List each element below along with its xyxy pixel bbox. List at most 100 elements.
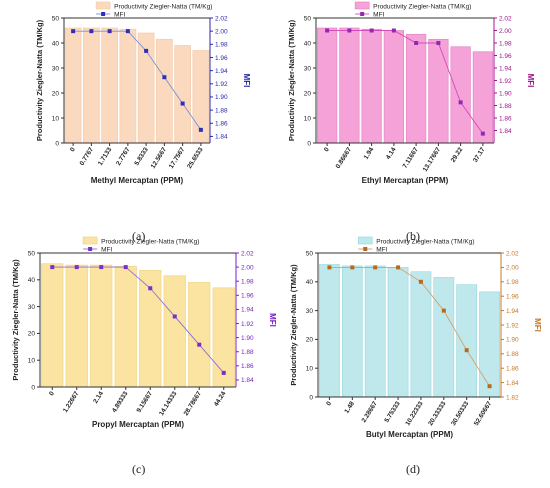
x-tick-label-6: 30.50333 — [450, 400, 471, 427]
left-tick-label-1: 10 — [306, 366, 314, 373]
right-tick-label-1: 1.86 — [241, 363, 254, 370]
mfi-point-4 — [418, 279, 423, 284]
y-axis-title: Productivity Ziegler-Natta (TM/Kg) — [35, 19, 44, 141]
bar-2 — [364, 265, 386, 398]
mfi-point-5 — [436, 41, 441, 45]
mfi-point-2 — [107, 29, 112, 34]
right-tick-label-10: 2.02 — [506, 250, 519, 257]
left-tick-label-3: 30 — [28, 304, 36, 311]
right-tick-label-1: 1.86 — [499, 115, 512, 122]
mfi-point-5 — [441, 308, 446, 313]
mfi-point-3 — [391, 28, 396, 33]
mfi-point-7 — [198, 127, 203, 132]
right-tick-label-6: 1.96 — [499, 53, 512, 60]
mfi-point-1 — [350, 265, 355, 270]
left-tick-label-2: 20 — [306, 337, 314, 344]
x-axis-title: Butyl Mercaptan (PPM) — [366, 430, 453, 439]
left-tick-label-2: 20 — [52, 90, 60, 97]
mfi-point-4 — [414, 41, 419, 45]
mfi-point-0 — [325, 28, 330, 33]
mfi-line — [73, 30, 202, 131]
mfi-point-6 — [180, 101, 185, 106]
legend-line-marker — [360, 12, 365, 16]
mfi-point-7 — [480, 131, 485, 136]
x-tick-label-2: 2.28667 — [360, 400, 379, 424]
right-tick-label-4: 1.92 — [241, 321, 254, 328]
right-tick-label-9: 2.02 — [215, 15, 228, 22]
mfi-point-6 — [197, 342, 202, 347]
right-tick-label-6: 1.94 — [506, 308, 519, 315]
x-tick-label-7: 52.60667 — [473, 400, 494, 427]
x-axis-title: Ethyl Mercaptan (PPM) — [362, 176, 449, 185]
y2-axis-title: MFI — [268, 313, 277, 327]
right-tick-label-2: 1.86 — [506, 366, 519, 373]
left-tick-label-0: 0 — [31, 384, 35, 391]
mfi-point-6 — [464, 348, 469, 353]
right-tick-label-3: 1.90 — [215, 94, 228, 101]
right-tick-label-4: 1.90 — [506, 337, 519, 344]
right-tick-label-3: 1.88 — [506, 351, 519, 358]
mfi-point-4 — [144, 48, 149, 53]
left-tick-label-2: 20 — [304, 90, 312, 97]
mfi-point-0 — [327, 265, 332, 270]
left-tick-label-4: 40 — [52, 40, 60, 47]
legend-line-marker — [363, 247, 368, 251]
right-tick-label-6: 1.96 — [241, 293, 254, 300]
mfi-point-2 — [99, 265, 104, 270]
mfi-point-2 — [373, 265, 378, 270]
mfi-line — [52, 266, 225, 374]
x-tick-label-5: 20.33333 — [427, 400, 448, 427]
y-axis-title: Productivity Ziegler-Natta (TM/Kg) — [289, 264, 298, 386]
legend-bar-label: Productivity Ziegler-Natta (TM/Kg) — [376, 239, 474, 246]
left-tick-label-5: 50 — [306, 250, 314, 257]
right-tick-label-0: 1.84 — [215, 134, 228, 141]
legend-bar-label: Productivity Ziegler-Natta (TM/Kg) — [114, 4, 212, 11]
legend-bar-swatch — [354, 1, 370, 10]
right-tick-label-2: 1.88 — [215, 107, 228, 114]
bar-3 — [387, 267, 409, 398]
right-tick-label-0: 1.82 — [506, 394, 519, 401]
right-tick-label-5: 1.92 — [506, 322, 519, 329]
x-tick-label-0: 0 — [69, 146, 77, 153]
legend-line-label: MFI — [114, 12, 125, 19]
x-tick-label-3: 5.75333 — [383, 400, 402, 424]
legend-bar-swatch — [357, 236, 373, 245]
mfi-point-1 — [74, 265, 79, 270]
right-tick-label-9: 2.00 — [506, 265, 519, 272]
mfi-point-7 — [487, 384, 492, 389]
mfi-point-3 — [396, 265, 401, 270]
right-tick-label-7: 1.96 — [506, 294, 519, 301]
right-tick-label-3: 1.90 — [499, 90, 512, 97]
right-tick-label-8: 2.00 — [499, 28, 512, 35]
right-tick-label-8: 2.00 — [241, 264, 254, 271]
mfi-point-0 — [71, 29, 76, 34]
legend-bar-label: Productivity Ziegler-Natta (TM/Kg) — [101, 239, 199, 246]
mfi-point-2 — [369, 28, 374, 33]
left-tick-label-1: 10 — [28, 358, 36, 365]
x-tick-label-1: 1.48 — [343, 400, 356, 415]
right-tick-label-0: 1.84 — [241, 377, 254, 384]
y2-axis-title: MFI — [526, 74, 535, 88]
right-tick-label-5: 1.94 — [499, 65, 512, 72]
mfi-point-5 — [172, 314, 177, 319]
mfi-point-4 — [148, 286, 153, 291]
bar-0 — [319, 264, 340, 398]
caption-a: (a) — [132, 229, 146, 243]
caption-b: (b) — [406, 229, 420, 243]
x-tick-label-4: 10.22333 — [404, 400, 425, 427]
x-axis-title: Propyl Mercaptan (PPM) — [92, 420, 184, 429]
x-tick-label-0: 0 — [325, 400, 333, 407]
right-tick-label-4: 1.92 — [215, 81, 228, 88]
left-tick-label-4: 40 — [28, 277, 36, 284]
caption-c: (c) — [132, 462, 146, 476]
y-axis-title: Productivity Ziegler-Natta (TM/Kg) — [287, 19, 296, 141]
legend-bar-swatch — [95, 1, 111, 10]
right-tick-label-7: 1.98 — [241, 279, 254, 286]
mfi-point-1 — [347, 28, 352, 33]
x-axis-title: Methyl Mercaptan (PPM) — [91, 176, 184, 185]
mfi-point-3 — [123, 265, 128, 270]
